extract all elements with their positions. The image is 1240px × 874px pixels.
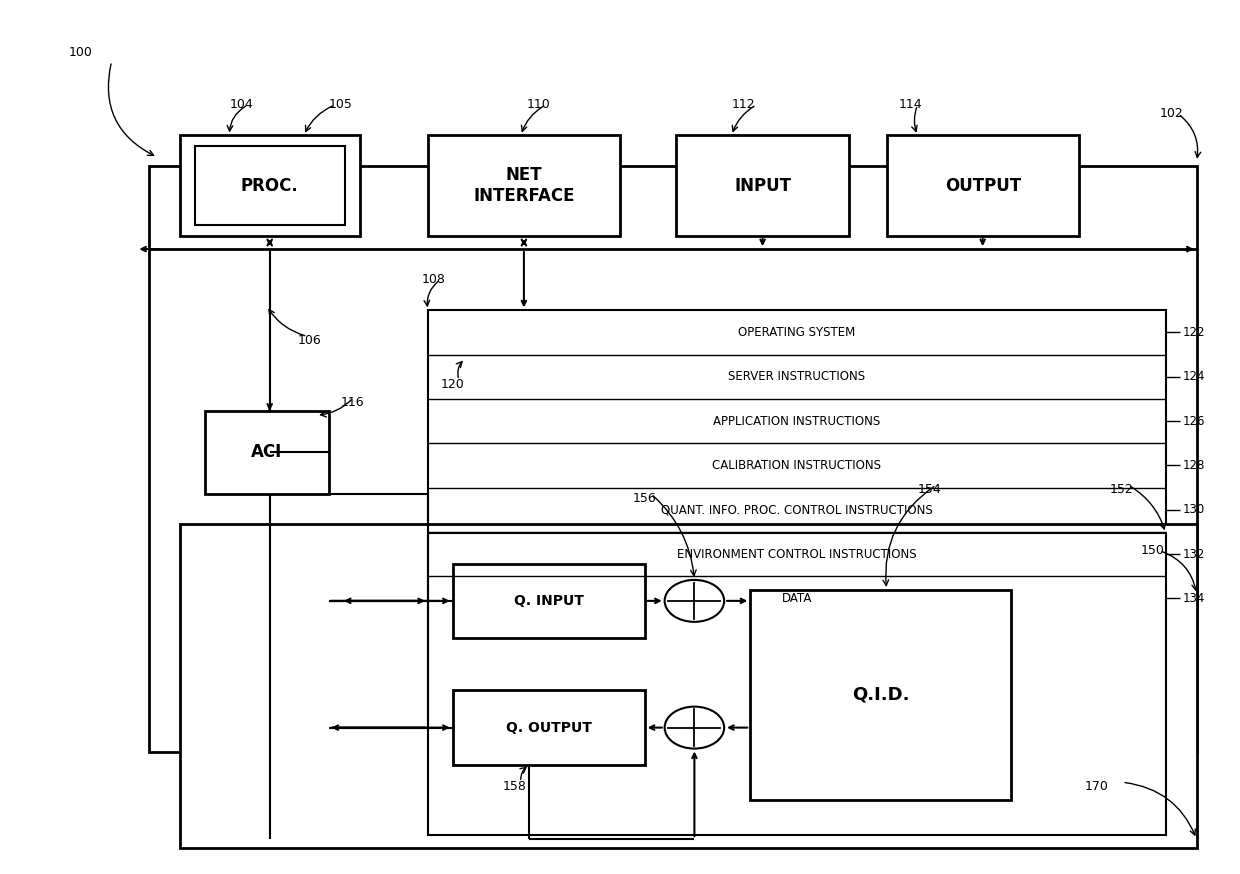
Text: Q. INPUT: Q. INPUT <box>513 593 584 608</box>
Text: ENVIRONMENT CONTROL INSTRUCTIONS: ENVIRONMENT CONTROL INSTRUCTIONS <box>677 547 916 560</box>
Text: 128: 128 <box>1183 459 1205 472</box>
Text: OUTPUT: OUTPUT <box>945 177 1021 195</box>
Text: 130: 130 <box>1183 503 1205 517</box>
Bar <box>149 166 1197 752</box>
Text: 152: 152 <box>1110 483 1133 496</box>
Text: 110: 110 <box>527 99 551 111</box>
Text: OPERATING SYSTEM: OPERATING SYSTEM <box>738 326 856 339</box>
Bar <box>428 310 1166 621</box>
Text: SERVER INSTRUCTIONS: SERVER INSTRUCTIONS <box>728 371 866 384</box>
Bar <box>453 564 645 638</box>
Text: 108: 108 <box>422 274 445 286</box>
Text: 104: 104 <box>229 99 253 111</box>
Text: 102: 102 <box>1159 108 1183 120</box>
Bar <box>428 135 620 236</box>
Text: 106: 106 <box>298 335 321 347</box>
Text: 114: 114 <box>899 99 923 111</box>
Text: 124: 124 <box>1183 371 1205 384</box>
Bar <box>428 533 1166 835</box>
Text: 116: 116 <box>341 396 365 408</box>
Bar <box>676 135 849 236</box>
Text: 112: 112 <box>732 99 755 111</box>
Text: DATA: DATA <box>781 592 812 605</box>
Text: 150: 150 <box>1141 545 1164 557</box>
Text: 158: 158 <box>502 780 526 793</box>
Text: INPUT: INPUT <box>734 177 791 195</box>
Text: 132: 132 <box>1183 547 1205 560</box>
Bar <box>180 524 1197 848</box>
Text: 105: 105 <box>329 99 352 111</box>
Text: ACI: ACI <box>250 443 283 461</box>
Text: QUANT. INFO. PROC. CONTROL INSTRUCTIONS: QUANT. INFO. PROC. CONTROL INSTRUCTIONS <box>661 503 932 517</box>
Bar <box>195 146 345 225</box>
Text: NET
INTERFACE: NET INTERFACE <box>474 166 574 205</box>
Text: 170: 170 <box>1085 780 1109 793</box>
Bar <box>453 690 645 765</box>
Text: 100: 100 <box>68 46 92 59</box>
Text: 120: 120 <box>440 378 464 391</box>
Bar <box>180 135 360 236</box>
Text: APPLICATION INSTRUCTIONS: APPLICATION INSTRUCTIONS <box>713 414 880 427</box>
Text: 122: 122 <box>1183 326 1205 339</box>
Bar <box>887 135 1079 236</box>
Text: Q.I.D.: Q.I.D. <box>852 686 909 704</box>
Text: 156: 156 <box>632 492 656 504</box>
Text: 126: 126 <box>1183 414 1205 427</box>
Text: 154: 154 <box>918 483 941 496</box>
Bar <box>750 590 1011 800</box>
Text: Q. OUTPUT: Q. OUTPUT <box>506 720 591 735</box>
Text: PROC.: PROC. <box>241 177 299 195</box>
Text: 134: 134 <box>1183 592 1205 605</box>
Text: CALIBRATION INSTRUCTIONS: CALIBRATION INSTRUCTIONS <box>712 459 882 472</box>
Bar <box>205 411 329 494</box>
